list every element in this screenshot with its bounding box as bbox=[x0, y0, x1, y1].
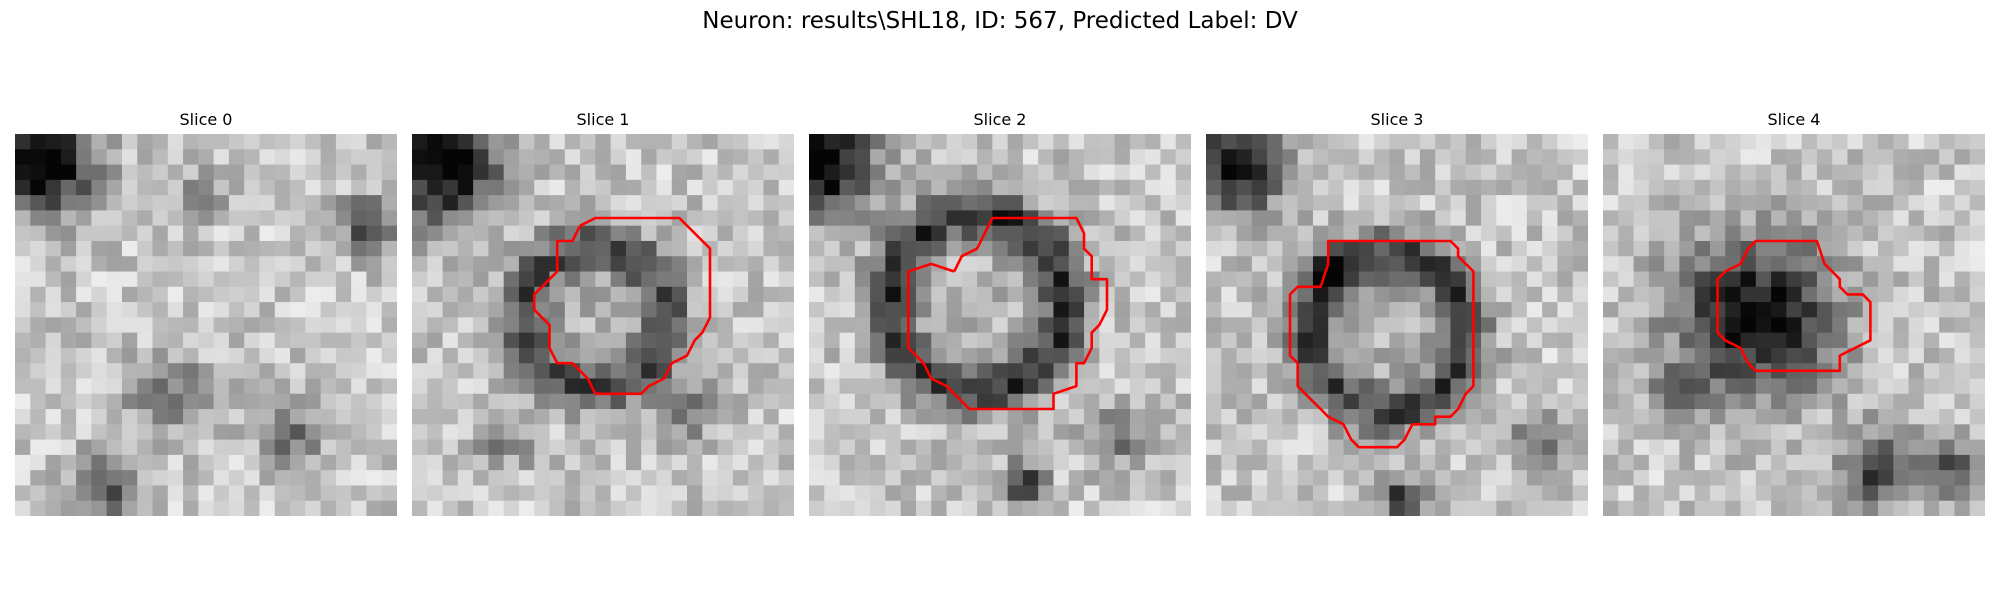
slice-title-4: Slice 4 bbox=[1767, 110, 1821, 129]
slice-panel-0: Slice 0 bbox=[15, 108, 397, 516]
slice-3-contour bbox=[1288, 239, 1475, 449]
slice-panel-3: Slice 3 bbox=[1206, 108, 1588, 516]
figure-title: Neuron: results\SHL18, ID: 567, Predicte… bbox=[702, 8, 1298, 34]
slice-4-heatmap bbox=[1603, 134, 1985, 516]
slice-1-contour bbox=[532, 216, 712, 396]
slice-4-contour bbox=[1716, 239, 1872, 373]
slice-3-heatmap bbox=[1206, 134, 1588, 516]
slice-title-3: Slice 3 bbox=[1370, 110, 1424, 129]
slice-title-0: Slice 0 bbox=[179, 110, 233, 129]
slice-1-heatmap bbox=[412, 134, 794, 516]
slice-0-heatmap bbox=[15, 134, 397, 516]
slice-panel-2: Slice 2 bbox=[809, 108, 1191, 516]
slice-2-contour bbox=[907, 216, 1109, 411]
slice-image-1 bbox=[412, 134, 794, 516]
slice-title-1: Slice 1 bbox=[576, 110, 630, 129]
slice-image-3 bbox=[1206, 134, 1588, 516]
slice-panel-1: Slice 1 bbox=[412, 108, 794, 516]
slice-2-heatmap bbox=[809, 134, 1191, 516]
slice-image-4 bbox=[1603, 134, 1985, 516]
slice-image-0 bbox=[15, 134, 397, 516]
slice-image-2 bbox=[809, 134, 1191, 516]
slice-panel-4: Slice 4 bbox=[1603, 108, 1985, 516]
slice-title-2: Slice 2 bbox=[973, 110, 1027, 129]
